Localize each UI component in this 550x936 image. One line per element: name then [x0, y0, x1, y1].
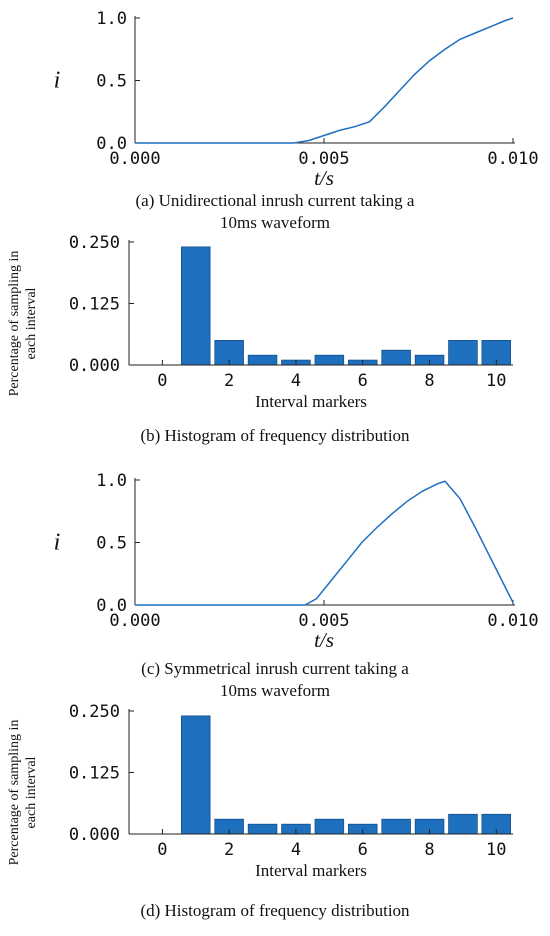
y-axis-label: i: [54, 68, 61, 94]
histogram-symmetrical: 0.000 0.125 0.250 0 2 4 6 8 10 Interval markers Pe…: [7, 702, 513, 880]
histogram-unidirectional: 0.000 0.125 0.250 0 2 4 6 8 10 Interval markers Pe…: [7, 233, 513, 411]
y-tick-label: 0.5: [96, 72, 127, 92]
y-tick-label: 0.000: [69, 356, 120, 376]
series-line: [135, 17, 514, 144]
bar-7: [381, 818, 411, 835]
y-tick-label: 1.0: [96, 9, 127, 29]
y-axis-label: i: [54, 530, 61, 556]
x-axis-label: t/s: [314, 628, 334, 652]
y-tick-label: 0.250: [69, 233, 120, 253]
y-tick-label: 0.0: [96, 596, 127, 616]
x-tick-label: 0.005: [298, 611, 349, 631]
x-tick-label: 0: [157, 840, 167, 860]
y-tick-label: 0.250: [69, 702, 120, 722]
x-tick-label: 0.000: [109, 149, 160, 169]
x-axis-label: Interval markers: [255, 392, 367, 411]
y-axis-label: Percentage of sampling in each interval: [7, 251, 39, 397]
bar-5: [314, 818, 345, 835]
x-axis-label: Interval markers: [255, 861, 367, 880]
y-tick-label: 1.0: [96, 471, 127, 491]
bar-7: [381, 349, 411, 366]
series-line: [135, 480, 514, 606]
x-tick-label: 6: [358, 371, 368, 391]
x-tick-label: 0: [157, 371, 167, 391]
y-tick-label: 0.5: [96, 534, 127, 554]
x-tick-label: 10: [486, 840, 506, 860]
x-tick-label: 8: [424, 371, 434, 391]
bar-1: [180, 715, 211, 835]
y-tick-label: 0.0: [96, 134, 127, 154]
x-tick-label: 0.010: [487, 611, 538, 631]
x-tick-label: 4: [291, 371, 301, 391]
y-tick-label: 0.125: [69, 295, 120, 315]
line-chart-symmetrical: 0.0 0.5 1.0 0.000 0.005 0.010 t/s i: [54, 471, 539, 652]
x-tick-label: 0.005: [298, 149, 349, 169]
caption-b: (b) Histogram of frequency distribution: [140, 426, 410, 445]
y-axis-label-line-2: each interval: [24, 756, 39, 828]
caption-c: (c) Symmetrical inrush current taking a …: [141, 659, 409, 700]
y-axis-label-line-2: each interval: [24, 287, 39, 359]
y-axis-label-line-1: Percentage of sampling in: [7, 720, 22, 866]
bar-9: [448, 340, 478, 366]
y-tick-label: 0.000: [69, 825, 120, 845]
x-tick-label: 2: [224, 371, 234, 391]
x-tick-label: 0.000: [109, 611, 160, 631]
x-tick-label: 6: [358, 840, 368, 860]
x-tick-label: 8: [424, 840, 434, 860]
caption-a: (a) Unidirectional inrush current taking…: [135, 191, 415, 232]
caption-d: (d) Histogram of frequency distribution: [140, 901, 410, 920]
bar-9: [448, 813, 478, 835]
x-tick-label: 10: [486, 371, 506, 391]
y-tick-label: 0.125: [69, 764, 120, 784]
x-tick-label: 0.010: [487, 149, 538, 169]
y-axis-label-line-1: Percentage of sampling in: [7, 251, 22, 397]
line-chart-unidirectional: 0.0 0.5 1.0 0.000 0.005 0.010 t/s i: [54, 9, 539, 190]
bar-5: [314, 354, 345, 366]
x-axis-label: t/s: [314, 166, 334, 190]
bar-3: [247, 823, 278, 835]
y-axis-label: Percentage of sampling in each interval: [7, 720, 39, 866]
x-tick-label: 4: [291, 840, 301, 860]
bar-3: [247, 354, 278, 366]
bar-1: [180, 246, 211, 366]
x-tick-label: 2: [224, 840, 234, 860]
